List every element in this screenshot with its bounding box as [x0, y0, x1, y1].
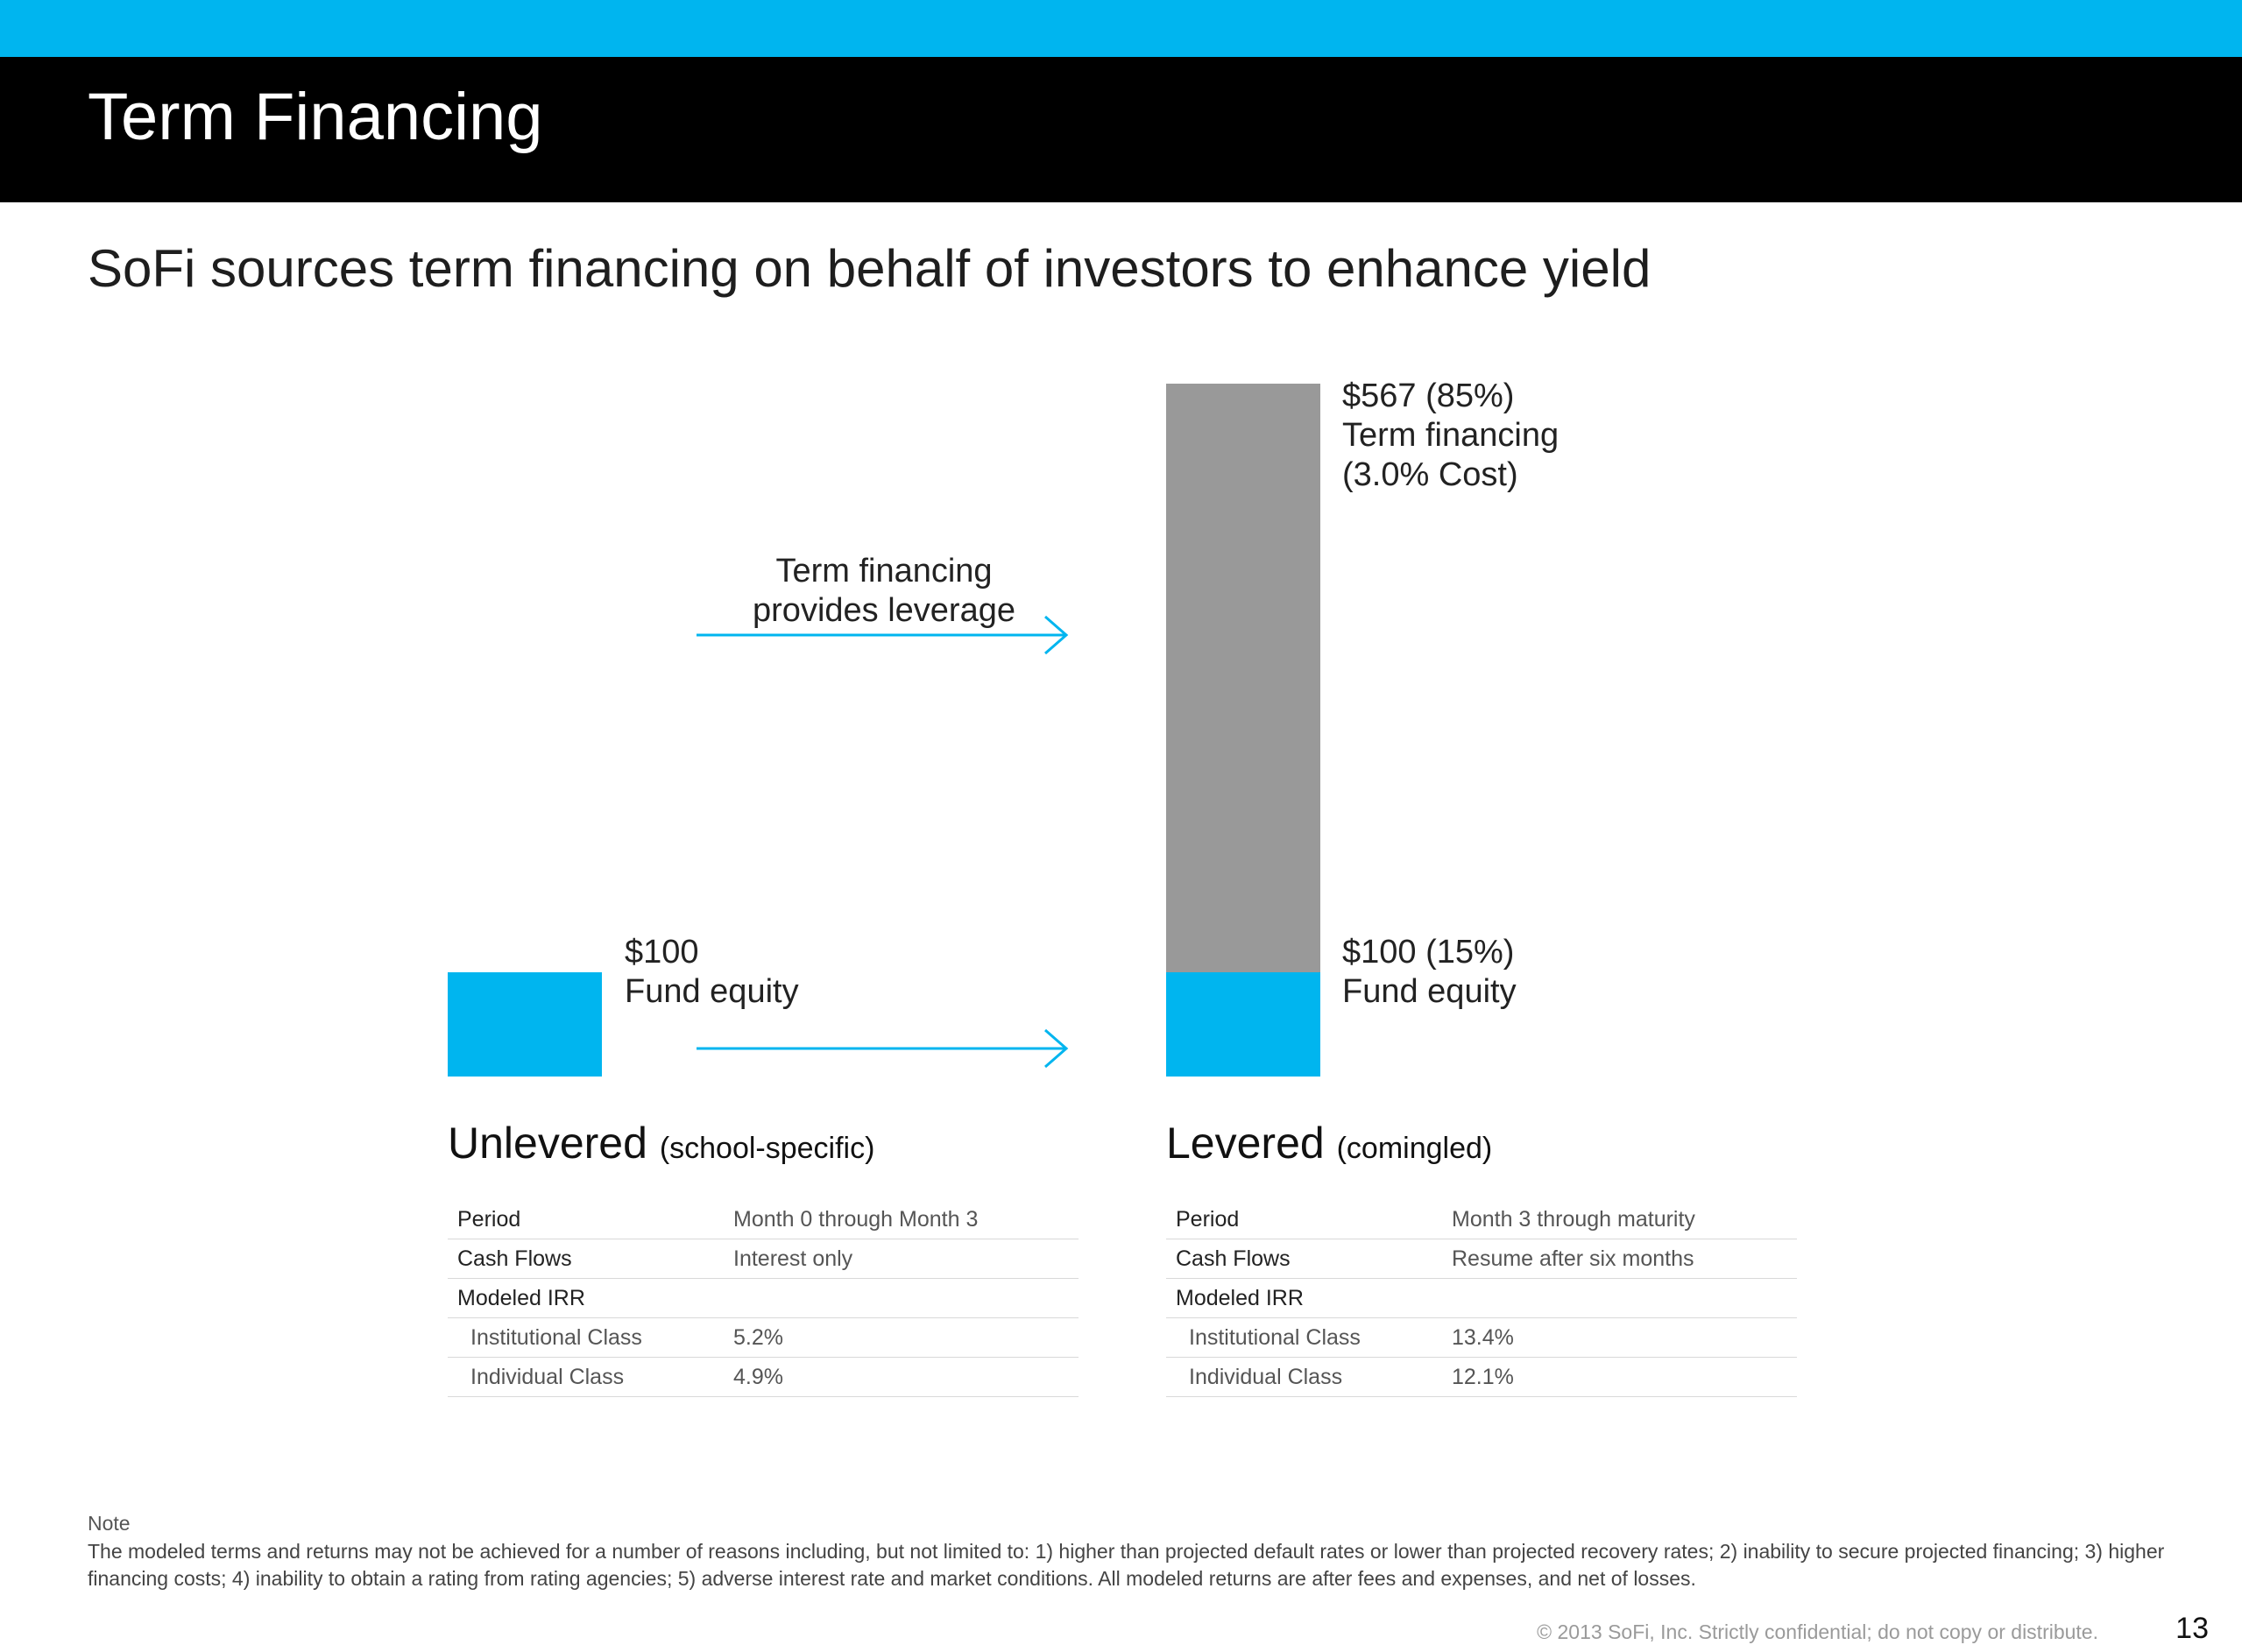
row-key: Period — [448, 1200, 733, 1239]
row-key: Modeled IRR — [448, 1278, 733, 1318]
row-value: Month 0 through Month 3 — [733, 1200, 1079, 1239]
levered-financing-label: $567 (85%) Term financing (3.0% Cost) — [1342, 377, 1559, 495]
row-key: Individual Class — [448, 1357, 733, 1397]
levered-equity-name: Fund equity — [1342, 973, 1517, 1010]
row-value — [1452, 1278, 1797, 1318]
equity-arrow-icon — [697, 1028, 1069, 1069]
table-row: Cash Flows Resume after six months — [1166, 1239, 1797, 1279]
unlevered-heading: Unlevered (school-specific) — [448, 1118, 874, 1168]
levered-financing-amount: $567 (85%) — [1342, 378, 1515, 414]
row-value: Month 3 through maturity — [1452, 1200, 1797, 1239]
table-row: Period Month 3 through maturity — [1166, 1200, 1797, 1239]
title-bar — [0, 57, 2242, 202]
levered-heading-sub: (comingled) — [1336, 1132, 1493, 1165]
row-key: Period — [1166, 1200, 1452, 1239]
row-key: Institutional Class — [1166, 1317, 1452, 1358]
levered-heading-main: Levered — [1166, 1119, 1325, 1168]
unlevered-heading-sub: (school-specific) — [659, 1132, 875, 1165]
row-value: 5.2% — [733, 1317, 1079, 1358]
table-row: Institutional Class 5.2% — [448, 1317, 1079, 1358]
levered-financing-cost: (3.0% Cost) — [1342, 456, 1518, 493]
unlevered-equity-amount: $100 — [625, 934, 699, 971]
table-row: Modeled IRR — [1166, 1278, 1797, 1318]
unlevered-equity-label: $100 Fund equity — [625, 933, 799, 1012]
row-value: Interest only — [733, 1239, 1079, 1279]
note-text: The modeled terms and returns may not be… — [88, 1540, 2165, 1590]
row-key: Cash Flows — [448, 1239, 733, 1279]
leverage-annotation-line2: provides leverage — [753, 592, 1015, 629]
levered-financing-name: Term financing — [1342, 417, 1559, 454]
row-value: Resume after six months — [1452, 1239, 1797, 1279]
footer-copyright: © 2013 SoFi, Inc. Strictly confidential;… — [1537, 1620, 2098, 1643]
leverage-annotation: Term financing provides leverage — [709, 552, 1059, 631]
bar-levered-fund-equity — [1166, 972, 1320, 1077]
page-title: Term Financing — [88, 80, 543, 154]
page-number: 13 — [2175, 1612, 2209, 1645]
page-subtitle: SoFi sources term financing on behalf of… — [88, 239, 1651, 298]
bar-unlevered-fund-equity — [448, 972, 602, 1077]
unlevered-terms-table: Period Month 0 through Month 3 Cash Flows… — [448, 1200, 1079, 1397]
top-accent-bar — [0, 0, 2242, 57]
leverage-arrow-icon — [697, 615, 1069, 655]
row-key: Institutional Class — [448, 1317, 733, 1358]
bar-levered-term-financing — [1166, 384, 1320, 973]
levered-equity-amount: $100 (15%) — [1342, 934, 1515, 971]
levered-equity-label: $100 (15%) Fund equity — [1342, 933, 1517, 1012]
table-row: Individual Class 4.9% — [448, 1357, 1079, 1397]
unlevered-heading-main: Unlevered — [448, 1119, 647, 1168]
levered-terms-table: Period Month 3 through maturity Cash Flow… — [1166, 1200, 1797, 1397]
row-value: 4.9% — [733, 1357, 1079, 1397]
row-key: Cash Flows — [1166, 1239, 1452, 1279]
row-value: 12.1% — [1452, 1357, 1797, 1397]
levered-heading: Levered (comingled) — [1166, 1118, 1492, 1168]
note-label: Note — [88, 1512, 131, 1535]
row-key: Individual Class — [1166, 1357, 1452, 1397]
table-row: Institutional Class 13.4% — [1166, 1317, 1797, 1358]
unlevered-equity-name: Fund equity — [625, 973, 799, 1010]
table-row: Period Month 0 through Month 3 — [448, 1200, 1079, 1239]
leverage-annotation-line1: Term financing — [775, 553, 993, 589]
table-row: Cash Flows Interest only — [448, 1239, 1079, 1279]
table-row: Modeled IRR — [448, 1278, 1079, 1318]
row-key: Modeled IRR — [1166, 1278, 1452, 1318]
row-value: 13.4% — [1452, 1317, 1797, 1358]
table-row: Individual Class 12.1% — [1166, 1357, 1797, 1397]
row-value — [733, 1278, 1079, 1318]
